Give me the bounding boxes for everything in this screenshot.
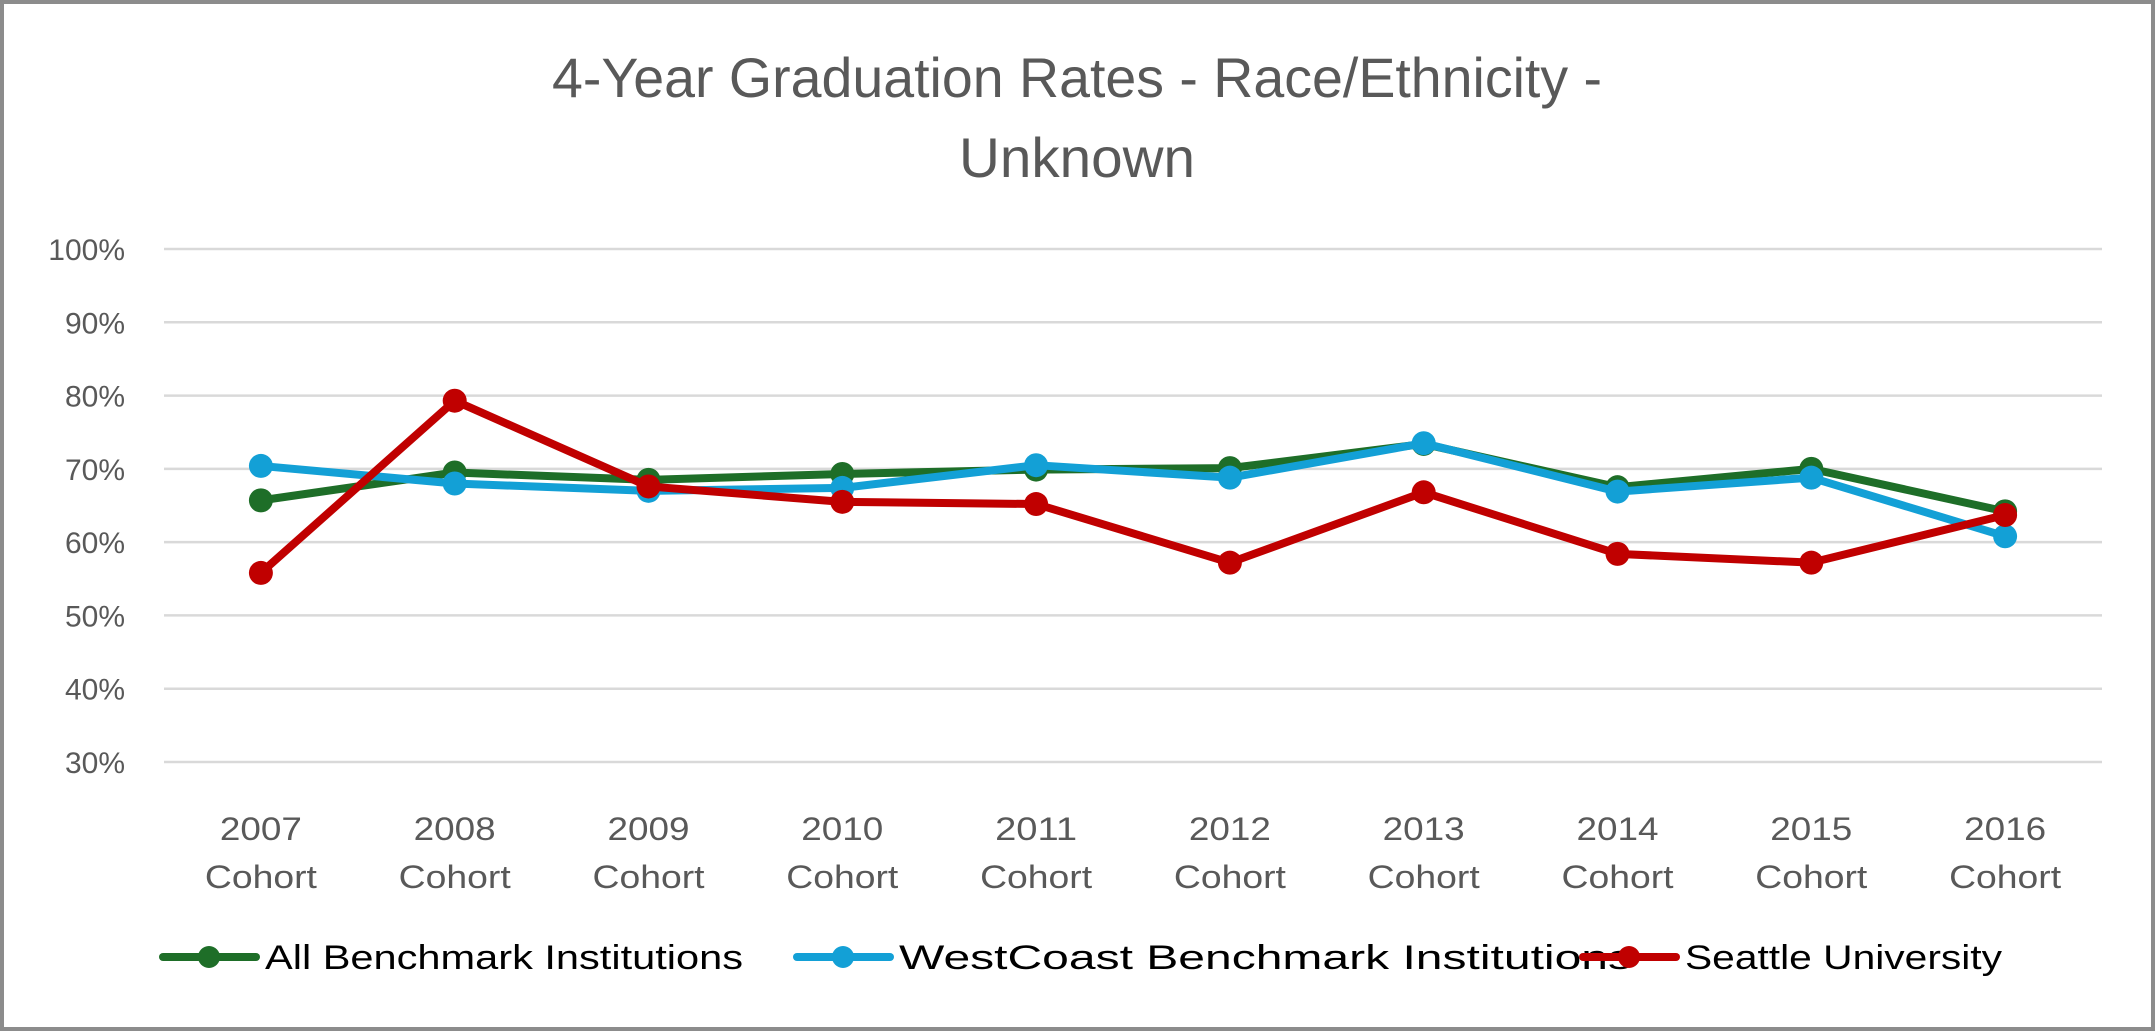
series-all-benchmark-institutions <box>248 431 2018 524</box>
data-point <box>442 388 467 413</box>
series-line <box>256 439 2010 541</box>
data-point <box>248 488 273 513</box>
legend-item: Seattle University <box>1579 939 2002 977</box>
y-tick-label: 50% <box>65 600 125 633</box>
legend-item: WestCoast Benchmark Institutions <box>793 939 1632 977</box>
x-tick-label-cohort: Cohort <box>399 859 511 895</box>
x-tick-label-year: 2011 <box>995 811 1077 847</box>
series-seattle-university <box>248 388 2018 585</box>
x-tick-label-cohort: Cohort <box>593 859 705 895</box>
x-tick-label-year: 2012 <box>1189 811 1271 847</box>
data-point <box>248 560 273 585</box>
legend-label: WestCoast Benchmark Institutions <box>899 939 1632 977</box>
x-tick-label-year: 2007 <box>220 811 302 847</box>
data-point <box>1993 503 2018 528</box>
data-point <box>1411 480 1436 505</box>
y-tick-label: 90% <box>65 307 125 340</box>
data-point <box>1411 431 1436 456</box>
series-group <box>248 388 2018 585</box>
data-point <box>636 474 661 499</box>
series-line <box>256 396 2010 577</box>
x-tick-label-year: 2008 <box>414 811 496 847</box>
x-tick-label-cohort: Cohort <box>205 859 317 895</box>
x-tick-label-year: 2016 <box>1964 811 2046 847</box>
data-point <box>1605 479 1630 504</box>
legend-label: Seattle University <box>1685 939 2002 977</box>
data-point <box>1799 465 1824 490</box>
x-tick-label-year: 2013 <box>1383 811 1465 847</box>
chart-title-line-1: 4-Year Graduation Rates - Race/Ethnicity… <box>552 46 1602 109</box>
data-point <box>248 453 273 478</box>
series-line <box>256 439 2010 516</box>
legend-marker-icon <box>1618 946 1640 968</box>
series-westcoast-benchmark-institutions <box>248 431 2018 549</box>
x-tick-label-cohort: Cohort <box>1949 859 2061 895</box>
x-tick-label-cohort: Cohort <box>1755 859 1867 895</box>
y-tick-label: 60% <box>65 527 125 560</box>
data-point <box>1024 453 1049 478</box>
data-point <box>442 471 467 496</box>
y-tick-label: 40% <box>65 674 125 707</box>
x-tick-label-cohort: Cohort <box>1174 859 1286 895</box>
x-tick-label-cohort: Cohort <box>1368 859 1480 895</box>
gridlines <box>164 247 2102 764</box>
x-tick-label-year: 2010 <box>801 811 883 847</box>
y-tick-label: 30% <box>65 747 125 780</box>
x-tick-label-cohort: Cohort <box>1562 859 1674 895</box>
x-tick-label-year: 2009 <box>608 811 690 847</box>
data-point <box>1217 465 1242 490</box>
legend-marker-icon <box>198 946 220 968</box>
data-point <box>830 489 855 514</box>
x-tick-label-cohort: Cohort <box>786 859 898 895</box>
y-axis: 100% 90% 80% 70% 60% 50% 40% 30% <box>48 234 125 780</box>
x-tick-label-year: 2014 <box>1577 811 1659 847</box>
legend: All Benchmark Institutions WestCoast Benc… <box>159 939 2002 977</box>
data-point <box>1993 524 2018 549</box>
y-tick-label: 100% <box>48 234 125 267</box>
x-axis: 2007 Cohort 2008 Cohort 2009 Cohort 2010 Cohort… <box>205 811 2061 895</box>
data-point <box>1217 550 1242 575</box>
legend-item: All Benchmark Institutions <box>159 939 743 977</box>
x-tick-label-year: 2015 <box>1770 811 1852 847</box>
legend-label: All Benchmark Institutions <box>265 939 743 977</box>
legend-marker-icon <box>832 946 854 968</box>
data-point <box>1024 492 1049 517</box>
data-point <box>1605 541 1630 566</box>
y-tick-label: 80% <box>65 381 125 414</box>
data-point <box>1799 550 1824 575</box>
y-tick-label: 70% <box>65 454 125 487</box>
x-tick-label-cohort: Cohort <box>980 859 1092 895</box>
chart-title-line-2: Unknown <box>959 126 1195 189</box>
